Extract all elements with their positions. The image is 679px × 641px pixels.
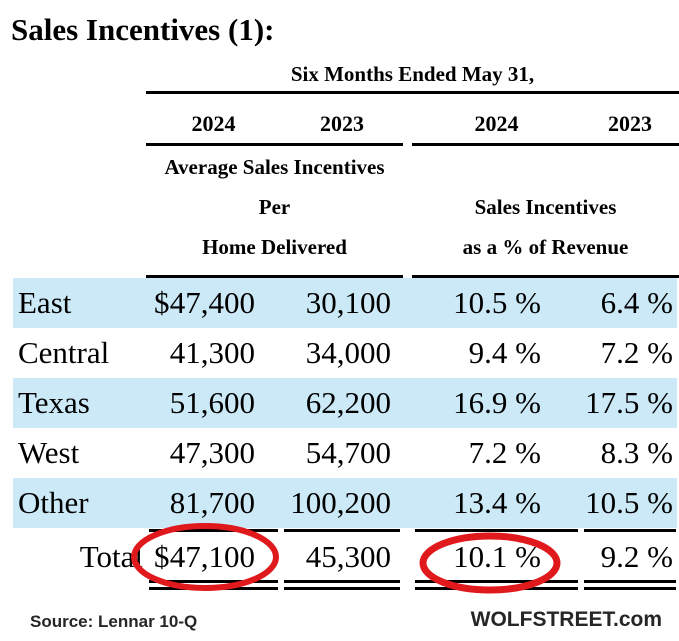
pct-2024-value: 9.4 %	[468, 335, 541, 370]
period-header: Six Months Ended May 31,	[146, 54, 679, 94]
pct-2024-total-value: 10.1 %	[453, 539, 541, 574]
avg-2024-cell: 41,300	[146, 335, 281, 371]
table-row-east: East $ 47,400 30,100 10.5 % 6.4 %	[0, 278, 679, 328]
year-gap	[403, 94, 412, 146]
table-row-texas: Texas 51,600 62,200 16.9 % 17.5 %	[0, 378, 679, 428]
dollar-sign: $	[154, 539, 170, 574]
avg-2024-value: 47,400	[169, 285, 255, 320]
avg-2024-cell: 51,600	[146, 385, 281, 421]
avg-2024-cell: 81,700	[146, 485, 281, 521]
year-header-pct-2023: 2023	[581, 94, 679, 146]
pct-2024-value: 10.5 %	[453, 285, 541, 320]
group-right-line-1: Sales Incentives	[474, 195, 617, 219]
avg-2023-value: 54,700	[305, 435, 391, 470]
group-header-avg-incentives: Average Sales Incentives Per Home Delive…	[146, 146, 403, 278]
double-rule-segment	[149, 580, 278, 590]
pct-2023-value: 6.4 %	[600, 285, 673, 320]
group-right-line-2: as a % of Revenue	[462, 235, 629, 259]
avg-2024-cell: 47,300	[146, 435, 281, 471]
rule-segment	[584, 529, 676, 532]
double-rule-segment	[284, 580, 400, 590]
avg-2024-value: 51,600	[169, 385, 255, 420]
avg-2023-total-value: 45,300	[305, 539, 391, 574]
period-header-row: Six Months Ended May 31,	[0, 54, 679, 94]
footer: Source: Lennar 10-Q WOLFSTREET.com	[0, 593, 679, 632]
year-header-avg-2024: 2024	[146, 94, 281, 146]
dollar-sign: $	[154, 285, 170, 320]
pct-2023-value: 17.5 %	[585, 385, 673, 420]
year-header-row: 2024 2023 2024 2023	[0, 94, 679, 146]
wolfstreet-brand: WOLFSTREET.com	[470, 608, 662, 631]
row-label: Other	[18, 485, 89, 520]
table-row-central: Central 41,300 34,000 9.4 % 7.2 %	[0, 328, 679, 378]
rule-segment	[149, 529, 278, 532]
avg-2023-value: 30,100	[305, 285, 391, 320]
pct-2023-total-value: 9.2 %	[600, 539, 673, 574]
rule-segment	[415, 529, 578, 532]
avg-2024-value: 81,700	[169, 485, 255, 520]
row-label: Texas	[18, 385, 90, 420]
year-header-pct-2024: 2024	[412, 94, 581, 146]
table-row-total: Total $ 47,100 45,300 10.1 % 9.2 %	[0, 534, 679, 580]
pct-2023-value: 8.3 %	[600, 435, 673, 470]
table-row-other: Other 81,700 100,200 13.4 % 10.5 %	[0, 478, 679, 528]
group-header-row: Average Sales Incentives Per Home Delive…	[0, 146, 679, 278]
avg-2023-value: 100,200	[290, 485, 391, 520]
rule-segment	[284, 529, 400, 532]
avg-2023-value: 34,000	[305, 335, 391, 370]
total-label: Total	[79, 539, 143, 574]
row-label: East	[18, 285, 72, 320]
total-bottom-rule-row	[0, 580, 679, 593]
pct-2023-value: 10.5 %	[585, 485, 673, 520]
pct-2024-value: 13.4 %	[453, 485, 541, 520]
group-header-pct-revenue: Sales Incentives as a % of Revenue	[412, 146, 679, 278]
group-left-line-1: Average Sales Incentives	[164, 155, 385, 179]
table-row-west: West 47,300 54,700 7.2 % 8.3 %	[0, 428, 679, 478]
avg-2024-total-value: 47,100	[169, 539, 255, 574]
avg-2024-total-cell: $ 47,100	[146, 539, 281, 575]
year-header-avg-2023: 2023	[281, 94, 403, 146]
group-left-line-2: Per	[258, 195, 291, 219]
avg-2024-value: 47,300	[169, 435, 255, 470]
avg-2023-value: 62,200	[305, 385, 391, 420]
source-credit: Source: Lennar 10-Q	[30, 612, 198, 631]
double-rule-segment	[415, 580, 578, 590]
year-header-spacer	[0, 94, 146, 146]
row-label: Central	[18, 335, 110, 370]
group-left-line-3: Home Delivered	[202, 235, 347, 259]
pct-2024-value: 16.9 %	[453, 385, 541, 420]
avg-2024-value: 41,300	[169, 335, 255, 370]
pct-2024-value: 7.2 %	[468, 435, 541, 470]
row-label: West	[18, 435, 80, 470]
avg-2024-cell: $ 47,400	[146, 285, 281, 321]
pct-2023-value: 7.2 %	[600, 335, 673, 370]
page-title: Sales Incentives (1):	[11, 12, 275, 47]
double-rule-segment	[584, 580, 676, 590]
